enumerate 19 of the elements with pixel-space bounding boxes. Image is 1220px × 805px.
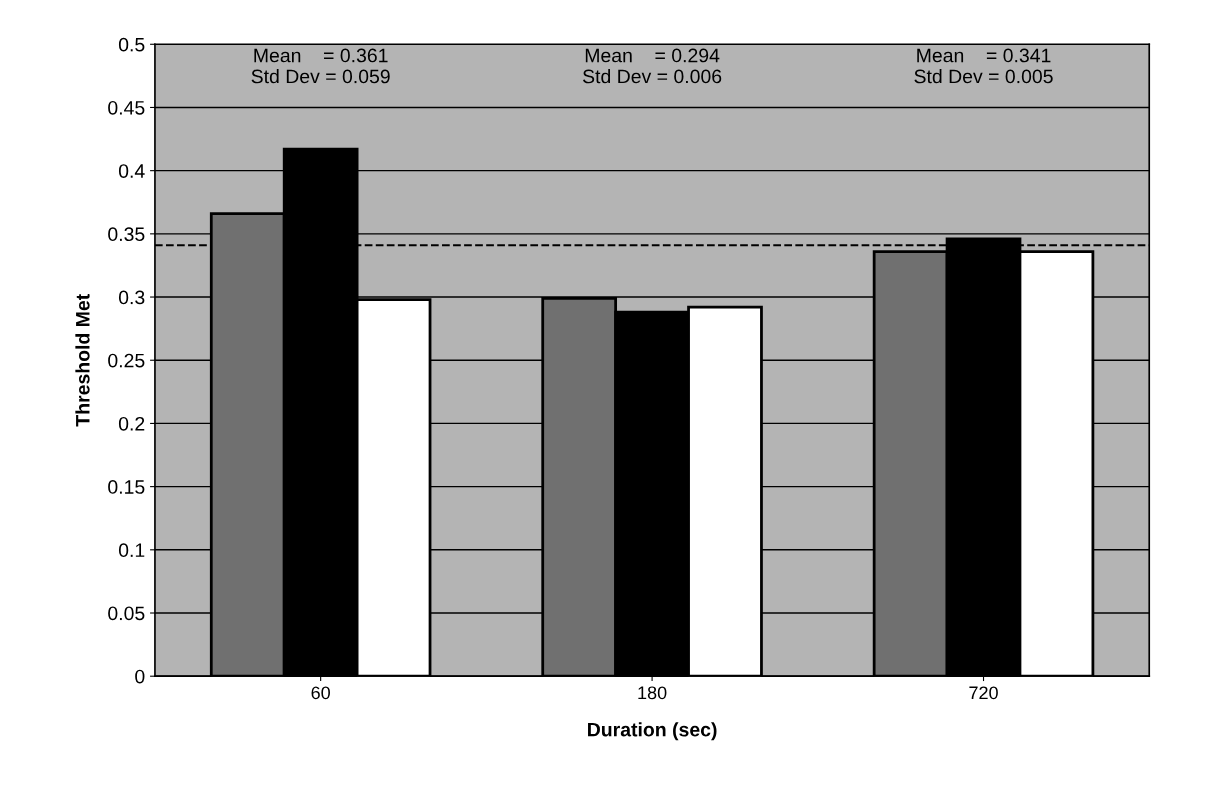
y-tick-label: 0.5 <box>118 37 145 52</box>
x-axis-title: Duration (sec) <box>588 722 717 741</box>
annotation: Mean = 0.341 Std Dev = 0.005 <box>914 48 1053 84</box>
x-tick-label: 720 <box>969 686 998 700</box>
y-axis-title: Threshold Met <box>75 294 90 427</box>
y-tick-label: 0.35 <box>108 227 145 242</box>
annotation: Mean = 0.361 Std Dev = 0.059 <box>251 48 390 84</box>
annotation: Mean = 0.294 Std Dev = 0.006 <box>582 48 722 84</box>
y-tick-label: 0.2 <box>118 416 145 431</box>
y-tick-label: 0 <box>135 669 145 684</box>
y-tick-label: 0.15 <box>108 480 145 494</box>
y-tick-label: 0.4 <box>118 164 145 178</box>
y-tick-label: 0.45 <box>108 100 145 115</box>
y-tick-label: 0.3 <box>118 290 145 305</box>
x-tick-label: 180 <box>638 686 667 700</box>
x-tick-label: 60 <box>311 686 330 700</box>
y-tick-label: 0.1 <box>118 543 145 558</box>
y-tick-label: 0.25 <box>108 353 145 368</box>
y-tick-label: 0.05 <box>108 606 145 621</box>
